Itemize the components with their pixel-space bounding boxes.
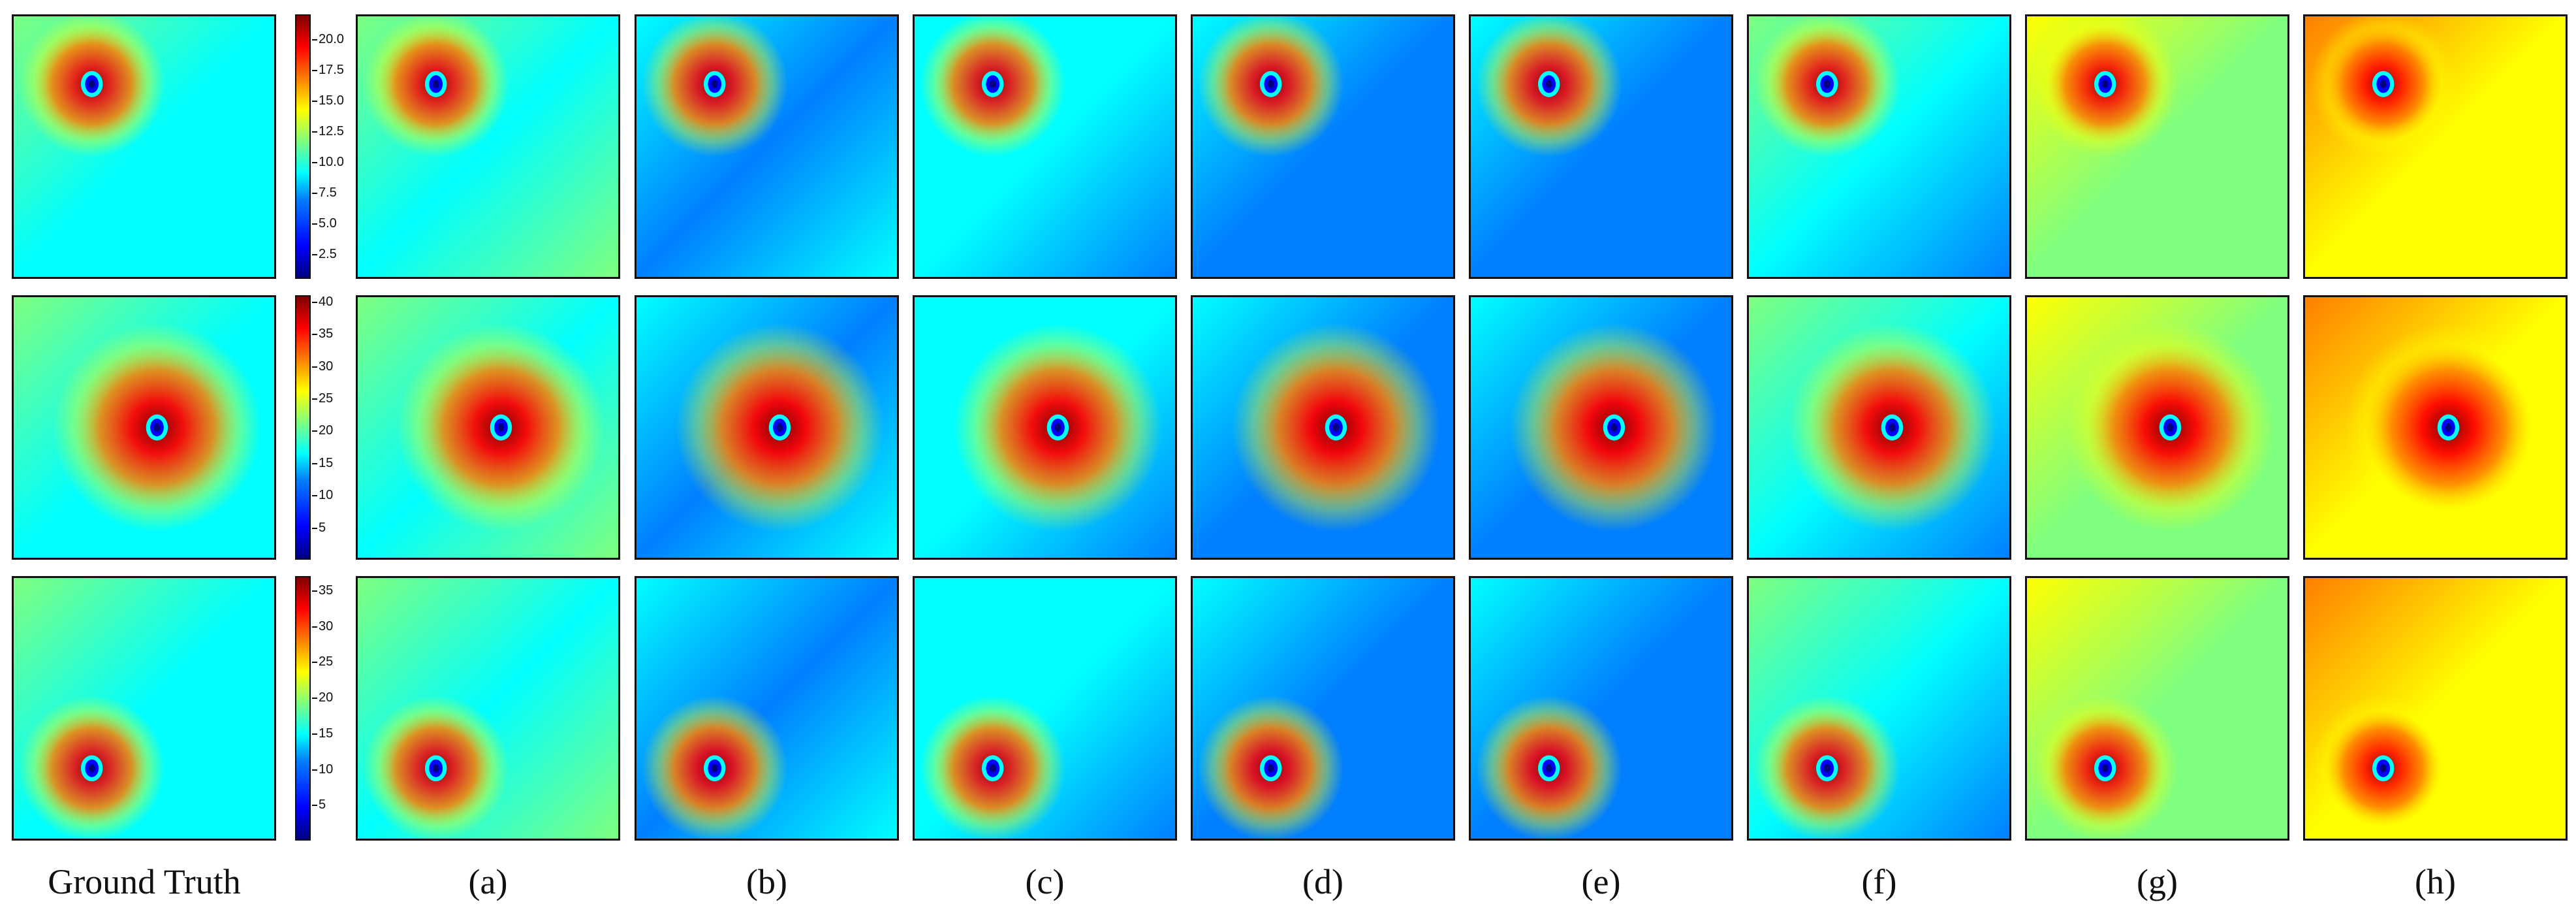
colorbar-tick-label: 20 xyxy=(311,690,334,705)
column-label: (b) xyxy=(746,862,787,901)
colorbar-tick-label: 30 xyxy=(311,359,334,374)
method-panel-b-row-1 xyxy=(635,14,899,279)
colorbar-tick-label: 25 xyxy=(311,391,334,406)
column-label: (a) xyxy=(468,862,508,901)
colorbar-tick-label: 5.0 xyxy=(312,216,337,231)
colorbar-tick-label: 7.5 xyxy=(312,185,337,201)
method-panel-d-row-2 xyxy=(1191,295,1455,560)
colorbar-tick-label: 15 xyxy=(311,726,334,741)
colorbar-tick-label: 20.0 xyxy=(312,31,344,46)
colorbar-tick-label: 25 xyxy=(311,654,334,669)
method-panel-h-row-2 xyxy=(2303,295,2568,560)
method-panel-c-row-3 xyxy=(913,576,1177,841)
method-panel-a-row-1 xyxy=(356,14,620,279)
colorbar-row-1 xyxy=(295,14,311,279)
colorbar-tick-label: 12.5 xyxy=(312,123,344,138)
column-label: (h) xyxy=(2415,862,2456,901)
ground-truth-panel-row-3 xyxy=(12,576,276,841)
colorbar-tick-label: 17.5 xyxy=(312,62,344,77)
colorbar-row-2 xyxy=(295,295,311,560)
colorbar-tick-label: 20 xyxy=(311,423,334,438)
colorbar-tick-label: 40 xyxy=(311,294,334,309)
column-label: (d) xyxy=(1302,862,1343,901)
method-panel-g-row-2 xyxy=(2025,295,2289,560)
colorbar-tick-label: 10 xyxy=(311,762,334,777)
method-panel-e-row-3 xyxy=(1469,576,1733,841)
colorbar-tick-label: 35 xyxy=(311,327,334,342)
colorbar-tick-label: 10 xyxy=(311,488,334,503)
ground-truth-panel-row-2 xyxy=(12,295,276,560)
method-panel-a-row-3 xyxy=(356,576,620,841)
method-panel-e-row-1 xyxy=(1469,14,1733,279)
colorbar-tick-label: 5 xyxy=(311,520,326,535)
method-panel-b-row-3 xyxy=(635,576,899,841)
colorbar-tick-label: 15 xyxy=(311,455,334,470)
colorbar-row-3 xyxy=(295,576,311,841)
method-panel-b-row-2 xyxy=(635,295,899,560)
column-label: (e) xyxy=(1581,862,1621,901)
method-panel-f-row-1 xyxy=(1747,14,2011,279)
method-panel-h-row-3 xyxy=(2303,576,2568,841)
method-panel-g-row-1 xyxy=(2025,14,2289,279)
column-label: (g) xyxy=(2137,862,2178,901)
colorbar-tick-label: 30 xyxy=(311,619,334,634)
method-panel-g-row-3 xyxy=(2025,576,2289,841)
ground-truth-panel-row-1 xyxy=(12,14,276,279)
method-panel-c-row-2 xyxy=(913,295,1177,560)
colorbar-tick-label: 2.5 xyxy=(312,247,337,262)
ground-truth-label: Ground Truth xyxy=(48,862,241,901)
method-panel-d-row-1 xyxy=(1191,14,1455,279)
colorbar-tick-label: 35 xyxy=(311,583,334,598)
method-panel-f-row-2 xyxy=(1747,295,2011,560)
colorbar-tick-label: 10.0 xyxy=(312,155,344,170)
column-label: (c) xyxy=(1025,862,1065,901)
column-label: (f) xyxy=(1861,862,1897,901)
method-panel-h-row-1 xyxy=(2303,14,2568,279)
method-panel-e-row-2 xyxy=(1469,295,1733,560)
colorbar-tick-label: 5 xyxy=(311,797,326,812)
method-panel-c-row-1 xyxy=(913,14,1177,279)
method-panel-f-row-3 xyxy=(1747,576,2011,841)
method-panel-a-row-2 xyxy=(356,295,620,560)
method-panel-d-row-3 xyxy=(1191,576,1455,841)
colorbar-tick-label: 15.0 xyxy=(312,93,344,108)
